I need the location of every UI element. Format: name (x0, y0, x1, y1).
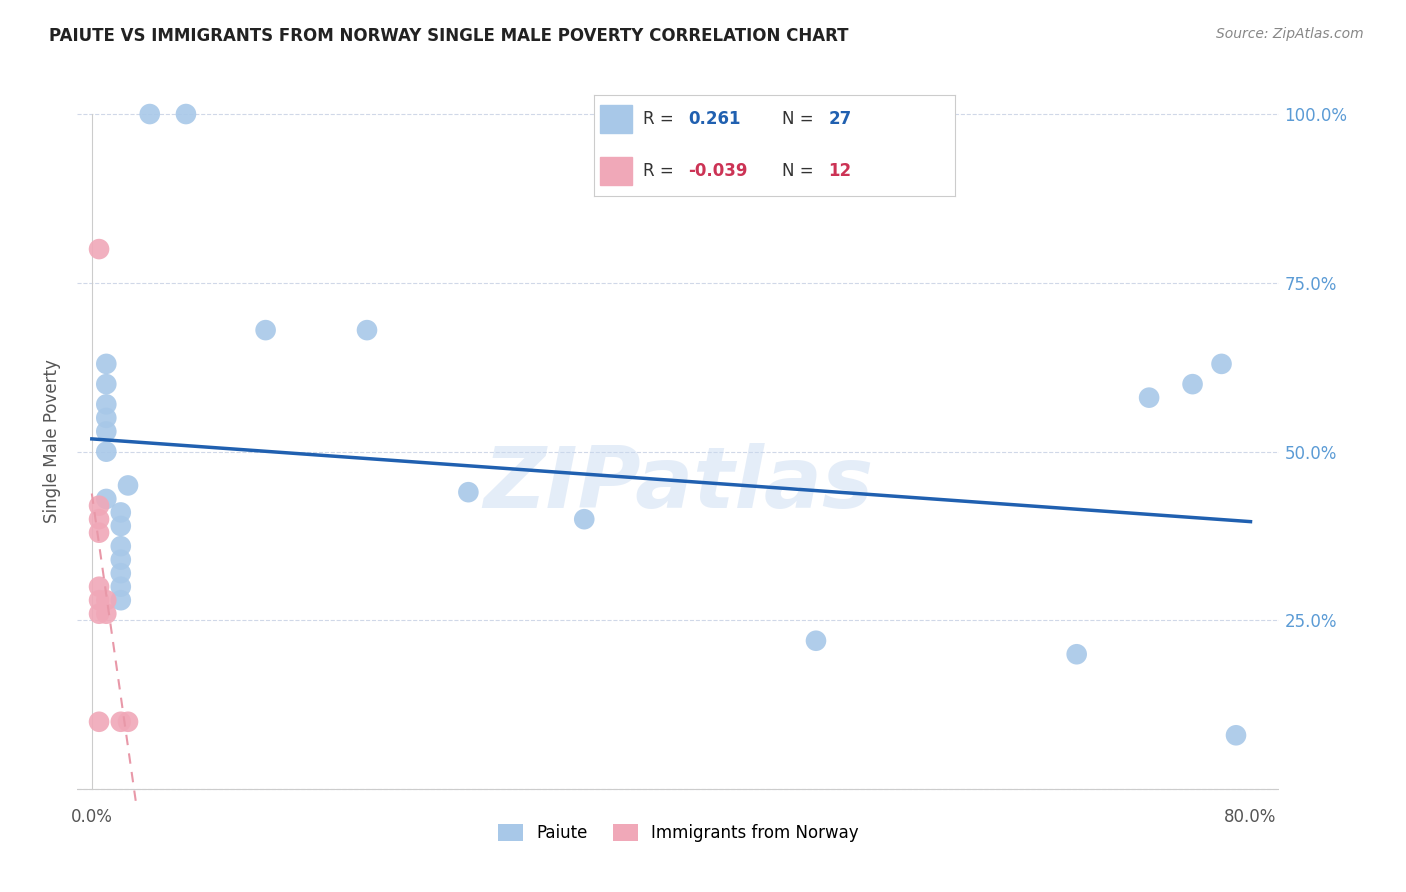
Point (110, 714, 132, 729)
Text: ZIPatlas: ZIPatlas (484, 443, 873, 526)
Point (139, 107, 162, 121)
Point (110, 580, 132, 594)
Point (1137, 391, 1160, 405)
Point (87, 714, 110, 729)
Point (174, 107, 197, 121)
Legend: Paiute, Immigrants from Norway: Paiute, Immigrants from Norway (491, 817, 866, 848)
Point (457, 485, 479, 500)
Point (87, 242, 110, 256)
Point (96, 425, 118, 439)
Point (96, 491, 118, 506)
Point (356, 323, 378, 337)
Point (117, 478, 139, 492)
Point (804, 633, 827, 648)
Point (87, 499, 110, 513)
Point (96, 593, 118, 607)
Y-axis label: Single Male Poverty: Single Male Poverty (44, 359, 62, 524)
Point (96, 411, 118, 425)
Point (1225, 728, 1247, 742)
Point (87, 525, 110, 540)
Point (96, 357, 118, 371)
Text: PAIUTE VS IMMIGRANTS FROM NORWAY SINGLE MALE POVERTY CORRELATION CHART: PAIUTE VS IMMIGRANTS FROM NORWAY SINGLE … (49, 27, 849, 45)
Text: Source: ZipAtlas.com: Source: ZipAtlas.com (1216, 27, 1364, 41)
Point (110, 593, 132, 607)
Point (110, 566, 132, 581)
Point (87, 593, 110, 607)
Point (110, 539, 132, 553)
Point (96, 444, 118, 458)
Point (110, 519, 132, 533)
Point (117, 714, 139, 729)
Point (87, 580, 110, 594)
Point (110, 505, 132, 519)
Point (87, 512, 110, 526)
Point (1181, 377, 1204, 392)
Point (1066, 647, 1088, 661)
Point (96, 607, 118, 621)
Point (574, 512, 596, 526)
Point (254, 323, 277, 337)
Point (110, 552, 132, 566)
Point (1211, 357, 1233, 371)
Point (96, 377, 118, 392)
Point (87, 607, 110, 621)
Point (96, 397, 118, 411)
